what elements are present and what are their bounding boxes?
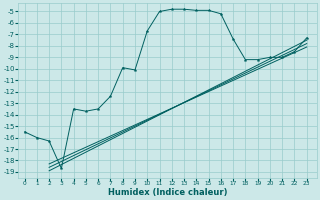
X-axis label: Humidex (Indice chaleur): Humidex (Indice chaleur) [108,188,227,197]
